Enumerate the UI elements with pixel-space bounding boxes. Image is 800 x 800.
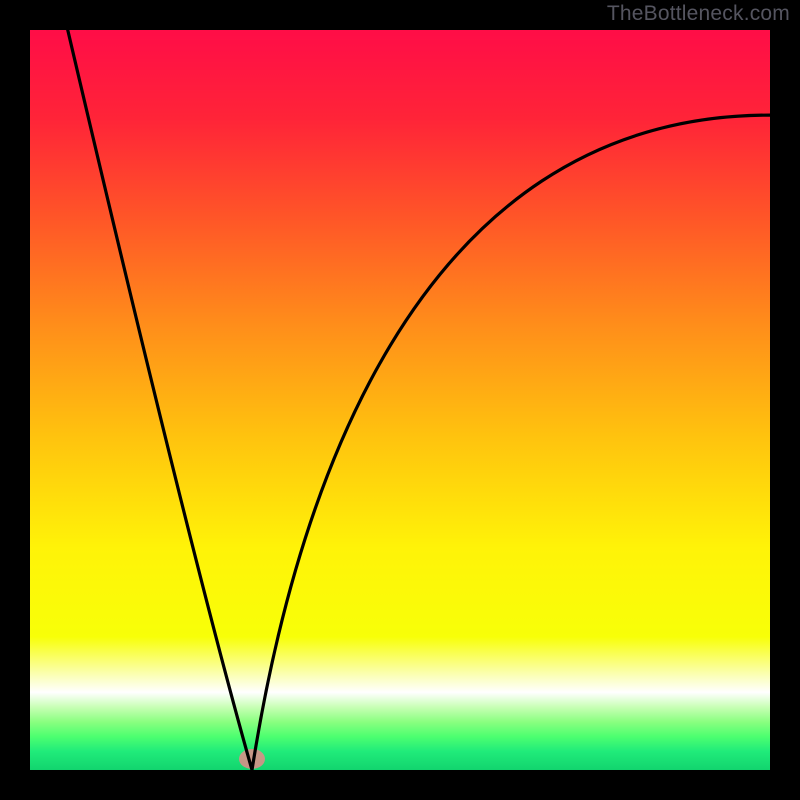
chart-container: TheBottleneck.com <box>0 0 800 800</box>
plot-area <box>30 30 770 770</box>
watermark-label: TheBottleneck.com <box>607 2 790 26</box>
bottleneck-chart-svg <box>0 0 800 800</box>
